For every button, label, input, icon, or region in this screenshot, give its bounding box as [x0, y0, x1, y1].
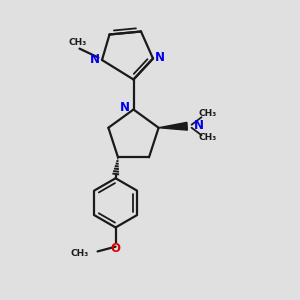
Text: N: N: [194, 119, 204, 132]
Text: N: N: [155, 51, 165, 64]
Polygon shape: [159, 122, 187, 130]
Text: CH₃: CH₃: [70, 249, 88, 258]
Text: CH₃: CH₃: [198, 109, 217, 118]
Text: CH₃: CH₃: [69, 38, 87, 47]
Text: N: N: [120, 101, 130, 114]
Text: O: O: [111, 242, 121, 255]
Text: CH₃: CH₃: [198, 133, 217, 142]
Text: N: N: [90, 53, 100, 66]
